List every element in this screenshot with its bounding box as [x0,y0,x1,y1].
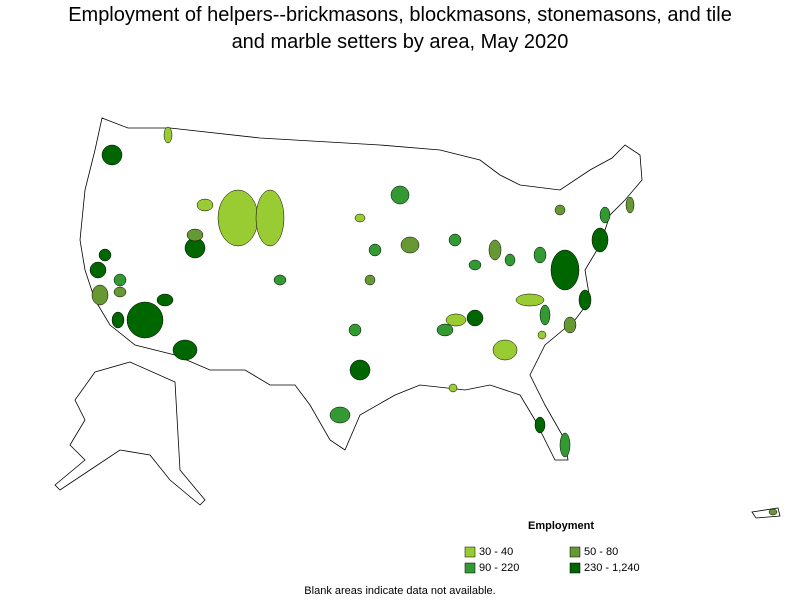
map-title: Employment of helpers--brickmasons, bloc… [68,4,732,53]
area [504,253,516,267]
area [563,316,577,334]
area [113,273,127,287]
legend-title: Employment [528,520,594,532]
area [98,248,112,262]
area [348,323,362,337]
area [186,228,204,242]
area [599,206,611,224]
area [126,301,164,339]
area [578,289,592,311]
area [390,185,410,205]
area [625,196,635,214]
area [172,339,198,361]
legend-swatch [569,546,581,558]
area [533,246,547,264]
area [768,508,778,516]
area [539,304,551,326]
area [554,204,566,216]
area [436,323,454,337]
area [111,311,125,329]
colored-areas [89,126,778,516]
base-map [54,117,781,519]
area [329,406,351,424]
area [559,432,571,458]
area [400,236,420,254]
area [488,239,502,261]
area [368,243,382,257]
area [217,189,259,247]
area [448,383,458,393]
legend-label: 50 - 80 [584,546,618,558]
area [445,313,467,327]
legend-swatch [464,546,476,558]
area [349,359,371,381]
area [196,198,214,212]
area [537,330,547,340]
area [468,259,482,271]
area [156,293,174,307]
area [492,339,518,361]
legend-label: 230 - 1,240 [584,562,640,574]
alaska [54,361,206,506]
area [255,189,285,247]
area [515,293,545,307]
area [91,284,109,306]
area [113,286,127,298]
area [550,249,580,291]
area [364,274,376,286]
area [591,227,609,253]
area [101,144,123,166]
legend-swatch [569,562,581,574]
area [273,274,287,286]
legend-label: 30 - 40 [479,546,513,558]
area [89,261,107,279]
area [163,126,173,144]
area [534,416,546,434]
footnote: Blank areas indicate data not available. [304,585,495,597]
area [354,213,366,223]
area [466,309,484,327]
legend-swatch [464,562,476,574]
area [448,233,462,247]
legend-label: 90 - 220 [479,562,519,574]
legend: 30 - 40 50 - 80 90 - 220 230 - 1,240 [464,546,640,574]
